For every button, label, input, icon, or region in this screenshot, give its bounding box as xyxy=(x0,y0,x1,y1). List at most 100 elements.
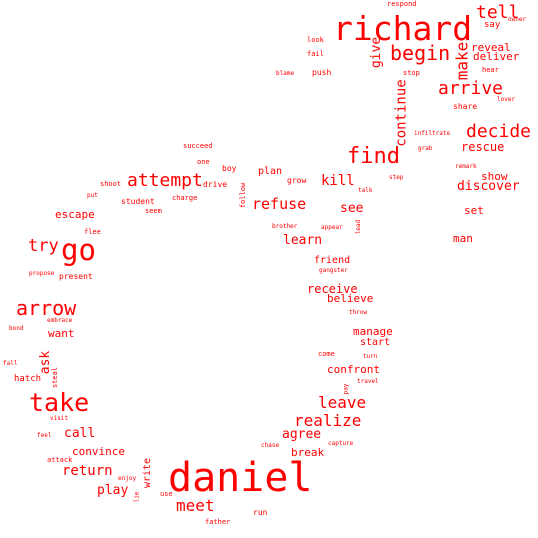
word: realize xyxy=(294,411,362,430)
word: succeed xyxy=(183,142,213,150)
word: student xyxy=(121,197,155,206)
word: turn xyxy=(363,353,378,360)
word: remark xyxy=(455,163,477,170)
word: follow xyxy=(239,182,248,209)
word: grow xyxy=(287,176,307,185)
word: shoot xyxy=(100,180,122,188)
word: pay xyxy=(342,383,350,395)
word: blame xyxy=(276,70,295,77)
word: take xyxy=(29,388,90,417)
word: hatch xyxy=(14,374,42,384)
word: show xyxy=(481,170,508,183)
word: give xyxy=(369,36,385,69)
word: begin xyxy=(390,41,451,65)
word: one xyxy=(197,158,210,166)
word: agree xyxy=(282,427,322,442)
word: try xyxy=(28,236,59,256)
word: fail xyxy=(307,50,324,58)
word: friend xyxy=(314,255,351,266)
word: capture xyxy=(328,440,354,447)
word: steal xyxy=(51,366,60,389)
word: set xyxy=(464,204,484,217)
word: present xyxy=(59,272,93,281)
word: push xyxy=(312,68,332,77)
word: call xyxy=(64,426,96,441)
word: propose xyxy=(29,270,55,277)
word: talk xyxy=(358,187,373,194)
word: step xyxy=(389,174,404,181)
word: kill xyxy=(321,173,355,189)
word: write xyxy=(142,457,154,489)
word: refuse xyxy=(252,195,307,213)
word: charge xyxy=(172,194,198,202)
word: boy xyxy=(222,164,237,173)
word: respond xyxy=(387,0,417,8)
word: brother xyxy=(272,223,298,230)
word: lie xyxy=(133,491,141,503)
word: enjoy xyxy=(118,475,137,482)
word: believe xyxy=(327,292,374,305)
word: put xyxy=(87,192,98,199)
word: escape xyxy=(55,208,95,221)
word: confront xyxy=(327,363,380,376)
word: deliver xyxy=(473,50,520,63)
word: richard xyxy=(333,9,473,48)
word: plan xyxy=(258,166,283,177)
word: fall xyxy=(3,360,18,367)
word: meet xyxy=(176,496,215,515)
word: owner xyxy=(508,16,527,23)
word: feel xyxy=(37,432,52,439)
word: use xyxy=(160,490,173,498)
word: arrow xyxy=(16,296,77,320)
word: flee xyxy=(84,228,101,236)
word: attack xyxy=(47,456,73,464)
word: convince xyxy=(72,445,125,458)
word: visit xyxy=(50,415,69,422)
word: gangster xyxy=(319,267,348,274)
word: play xyxy=(97,483,129,498)
word: throw xyxy=(349,309,368,316)
word: tell xyxy=(476,2,520,23)
word: bond xyxy=(9,325,24,332)
word: father xyxy=(205,518,231,526)
word: stop xyxy=(403,69,420,77)
word: lover xyxy=(497,96,516,103)
word: go xyxy=(61,233,96,267)
word: rescue xyxy=(461,140,505,154)
word: attempt xyxy=(127,170,203,191)
word: grab xyxy=(418,145,433,152)
word: look xyxy=(307,36,324,44)
word: want xyxy=(48,327,75,340)
word: manage xyxy=(353,325,393,338)
word: infiltrate xyxy=(414,130,451,137)
word: see xyxy=(340,201,364,216)
word: embrace xyxy=(47,317,73,324)
word: lead xyxy=(355,219,363,235)
word: decide xyxy=(466,121,532,142)
word: break xyxy=(291,446,325,459)
word: come xyxy=(318,350,335,358)
word: daniel xyxy=(168,455,313,501)
word: man xyxy=(453,232,473,245)
word: chase xyxy=(261,442,280,449)
word: share xyxy=(453,102,478,111)
word: drive xyxy=(203,180,228,189)
word: run xyxy=(253,508,268,517)
word: arrive xyxy=(438,78,504,99)
word: leave xyxy=(318,393,367,412)
word: reveal xyxy=(471,41,511,54)
word: make xyxy=(452,41,472,81)
word: discover xyxy=(457,179,520,194)
word: start xyxy=(360,337,391,348)
word: find xyxy=(347,144,400,169)
word: travel xyxy=(357,378,379,385)
word: learn xyxy=(283,233,323,248)
word: hear xyxy=(482,66,499,74)
word: continue xyxy=(393,79,410,147)
word: say xyxy=(484,20,501,30)
word: appear xyxy=(321,224,343,231)
word: receive xyxy=(307,282,358,296)
word: return xyxy=(62,463,113,479)
word: seem xyxy=(145,207,162,215)
